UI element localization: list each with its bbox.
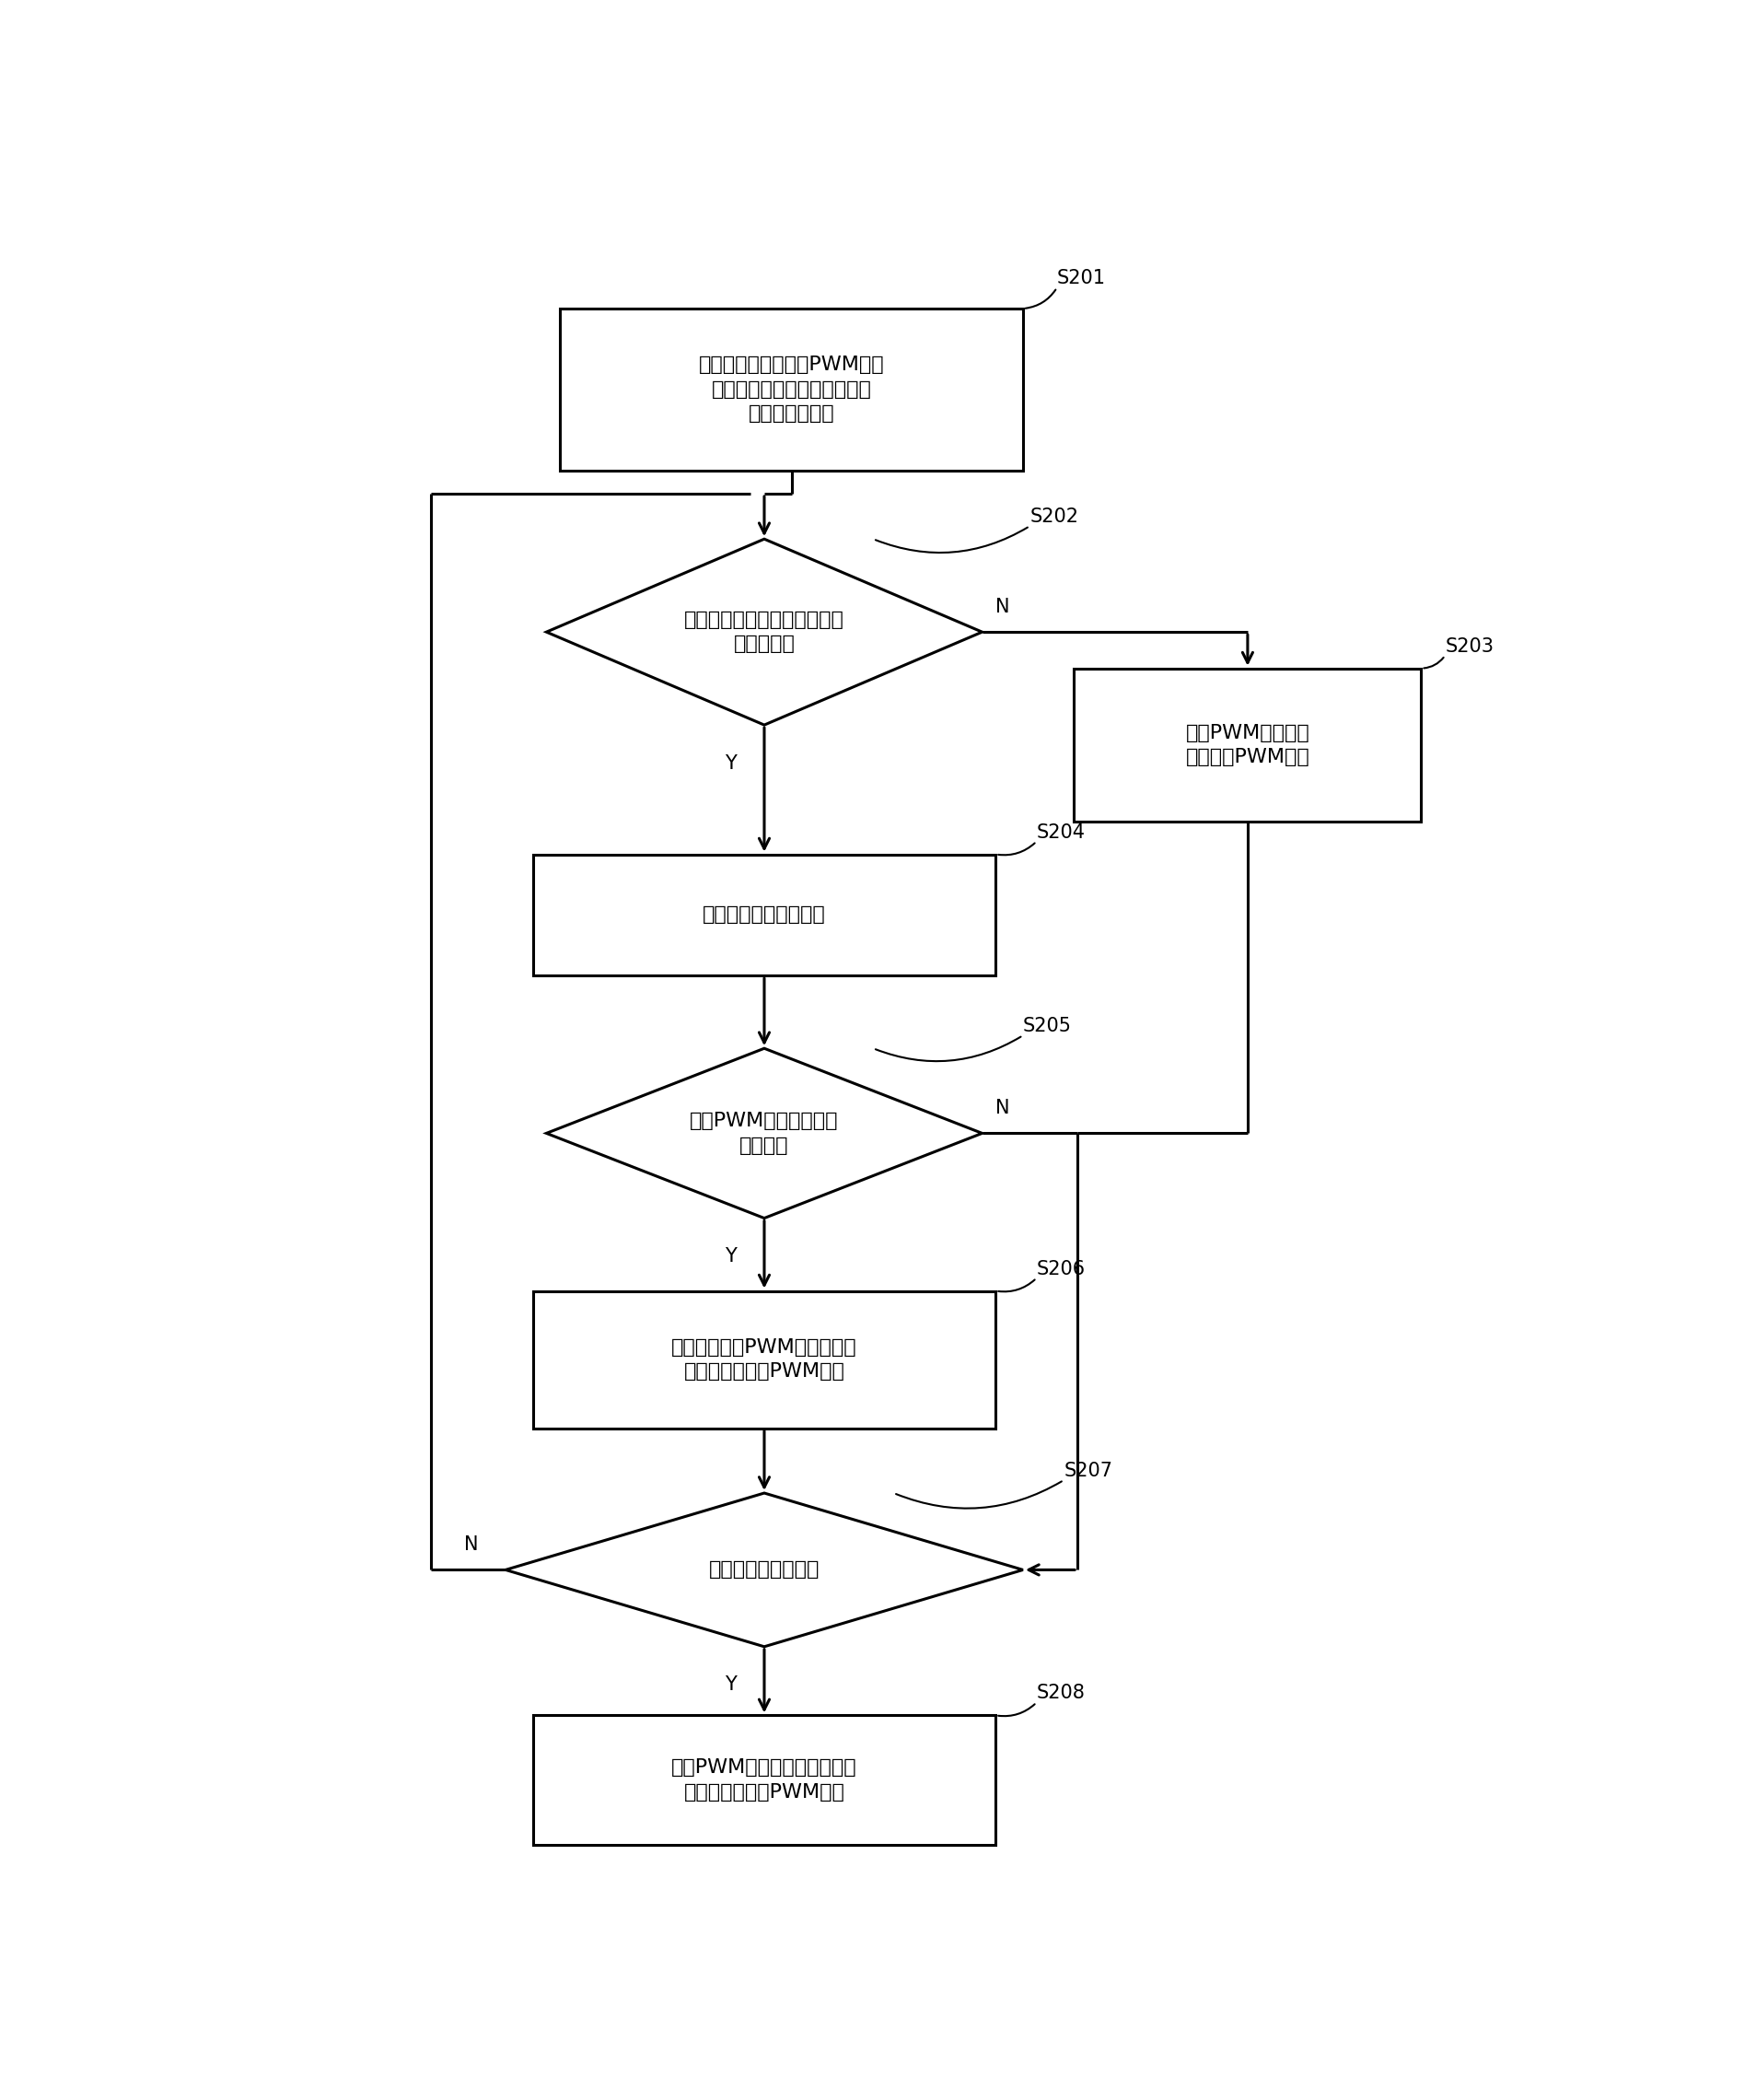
Text: S204: S204	[1036, 823, 1085, 842]
Text: S207: S207	[1062, 1462, 1112, 1480]
Text: 获取机床运动信息和PWM信号
配置信息，机床运动信息包括
标志位和模拟量: 获取机床运动信息和PWM信号 配置信息，机床运动信息包括 标志位和模拟量	[699, 355, 883, 422]
Text: S203: S203	[1443, 636, 1493, 655]
Text: 通过标志位是否有效判断机床
的运动状态: 通过标志位是否有效判断机床 的运动状态	[683, 611, 845, 653]
Polygon shape	[546, 1048, 982, 1218]
Text: S201: S201	[1057, 269, 1105, 288]
Text: Y: Y	[723, 1676, 736, 1695]
Polygon shape	[506, 1493, 1022, 1646]
Polygon shape	[546, 540, 982, 724]
Text: N: N	[996, 596, 1010, 615]
Text: S208: S208	[1036, 1684, 1085, 1703]
Text: 将模拟量转换为数字量: 将模拟量转换为数字量	[702, 905, 825, 924]
Text: 根据变化后的PWM信号配置信
息和数字量生成PWM信号: 根据变化后的PWM信号配置信 息和数字量生成PWM信号	[671, 1338, 857, 1382]
Text: N: N	[996, 1098, 1010, 1117]
Text: S202: S202	[1029, 508, 1078, 527]
Text: 判断数字量是否变化: 判断数字量是否变化	[708, 1560, 820, 1579]
Text: Y: Y	[723, 1247, 736, 1266]
Text: 根据PWM信号配置信息和变化
后的数字量生成PWM信号: 根据PWM信号配置信息和变化 后的数字量生成PWM信号	[671, 1758, 857, 1802]
Text: 判断PWM信号配置信息
是否变化: 判断PWM信号配置信息 是否变化	[690, 1111, 838, 1155]
Bar	[532, 855, 996, 976]
Text: 根据PWM信号配置
信息生成PWM信号: 根据PWM信号配置 信息生成PWM信号	[1185, 724, 1308, 766]
Bar	[532, 1292, 996, 1428]
Text: Y: Y	[723, 754, 736, 773]
Text: N: N	[464, 1535, 478, 1554]
Bar	[532, 1716, 996, 1844]
Text: S206: S206	[1036, 1260, 1085, 1279]
Bar	[1073, 668, 1421, 821]
Bar	[560, 309, 1022, 470]
Text: S205: S205	[1022, 1016, 1071, 1035]
